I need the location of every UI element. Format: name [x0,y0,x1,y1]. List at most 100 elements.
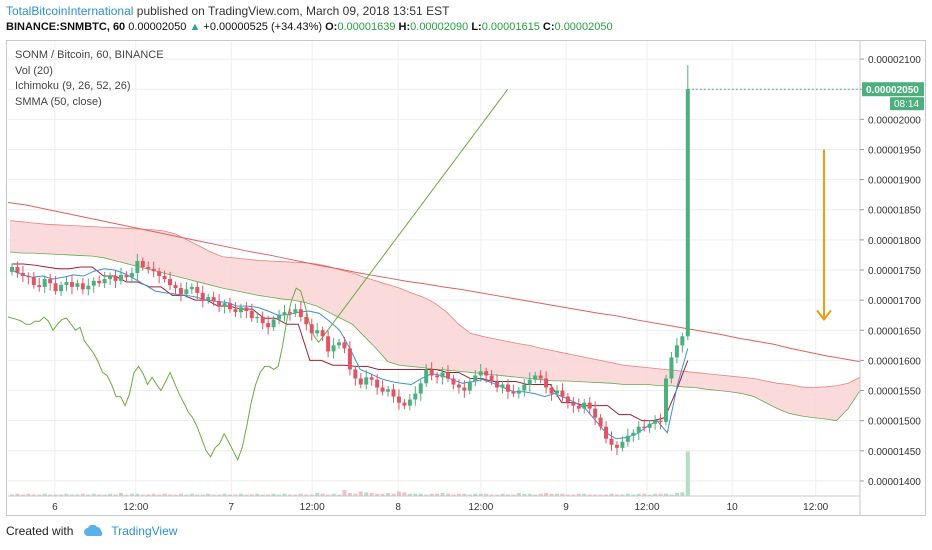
volume-bar [97,494,102,496]
volume-bar [342,490,347,496]
candle-body [680,336,685,346]
volume-bar [456,493,461,496]
volume-bar [511,494,516,496]
volume-bar [391,493,396,496]
volume-bar [53,494,58,496]
candle-body [298,309,303,318]
volume-bar [674,493,679,496]
candle-body [249,310,254,319]
candle-body [669,357,674,379]
volume-bar [587,494,592,496]
candle-body [277,315,282,320]
volume-bar [86,494,91,496]
candle-body [560,390,565,397]
candle-body [658,420,663,422]
volume-bar [80,493,85,496]
volume-bar [315,493,320,496]
candle-body [435,375,440,378]
chart-frame [6,40,926,516]
candle-body [527,379,532,385]
volume-bar [533,494,538,496]
author-link[interactable]: TotalBitcoinInternational [6,4,134,18]
volume-bar [135,493,140,496]
candle-body [620,441,625,448]
volume-bar [129,493,134,496]
candle-body [451,378,456,385]
volume-bar [473,493,478,496]
candle-body [102,279,107,284]
candle-body [266,323,271,328]
volume-bar [244,494,249,496]
y-tick-label: 0.00001750 [868,266,921,277]
candle-body [380,387,385,392]
candle-body [271,319,276,328]
candle-body [168,279,173,286]
volume-bar [119,493,123,496]
senkou-a-line [9,220,861,388]
candle-body [505,384,510,392]
volume-bar [609,493,614,496]
volume-bar [664,493,668,496]
volume-bar [282,493,287,496]
candle-body [255,317,260,319]
volume-bar [549,493,554,496]
volume-bar [48,494,53,496]
volume-bar [178,493,183,496]
volume-bar [560,493,565,496]
candle-body [424,369,429,384]
volume-bar [614,494,619,496]
volume-bar [347,493,352,496]
volume-bar [108,493,113,496]
volume-bar [669,494,674,496]
candle-body [80,283,85,290]
candle-body [571,402,576,406]
y-tick-label: 0.00001650 [868,326,921,337]
volume-bar [505,494,510,496]
y-tick-label: 0.00001550 [868,387,921,398]
candle-body [413,393,418,400]
volume-bar [375,493,380,496]
candle-body [391,389,396,397]
legend-smma[interactable]: SMMA (50, close) [15,95,102,108]
ohlc-header: BINANCE:SNMBTC, 60 0.00002050 ▲ +0.00000… [6,21,613,33]
x-tick-label: 7 [228,502,234,513]
close-label: C: [542,21,555,33]
candle-body [293,309,298,314]
volume-bar [418,493,423,496]
legend-ichimoku[interactable]: Ichimoku (9, 26, 52, 26) [15,80,131,92]
y-tick-label: 0.00002000 [868,115,921,126]
volume-bar [75,494,80,496]
volume-bar [255,493,260,496]
candle-body [244,307,249,311]
x-tick-label: 6 [52,502,58,513]
tradingview-link[interactable]: TradingView [111,524,178,538]
candle-body [37,285,42,287]
volume-bar [222,493,227,496]
candle-body [631,432,636,436]
volume-bar [484,493,489,496]
candle-body [206,297,211,301]
legend-vol[interactable]: Vol (20) [15,64,53,77]
candle-body [20,273,25,277]
volume-bars [10,451,690,496]
candle-body [119,274,123,281]
open-value: 0.00001639 [337,21,396,33]
y-tick-label: 0.00001850 [868,206,921,217]
countdown-box [890,97,924,111]
candle-body [31,277,36,286]
volume-bar [228,494,232,496]
volume-bar [162,493,167,496]
candle-body [664,378,668,422]
candle-body [151,268,156,272]
candle-body [140,260,145,267]
volume-bar [369,493,374,496]
x-tick-label: 12:00 [803,502,828,513]
volume-bar [636,493,641,496]
x-tick-label: 10 [727,502,739,513]
volume-bar [658,493,663,496]
candle-body [576,405,581,409]
price-axis: 0.00002100 0.00002050 0.00002000 0.00001950… [859,41,921,516]
candle-body [653,420,658,424]
volume-bar [446,493,450,496]
